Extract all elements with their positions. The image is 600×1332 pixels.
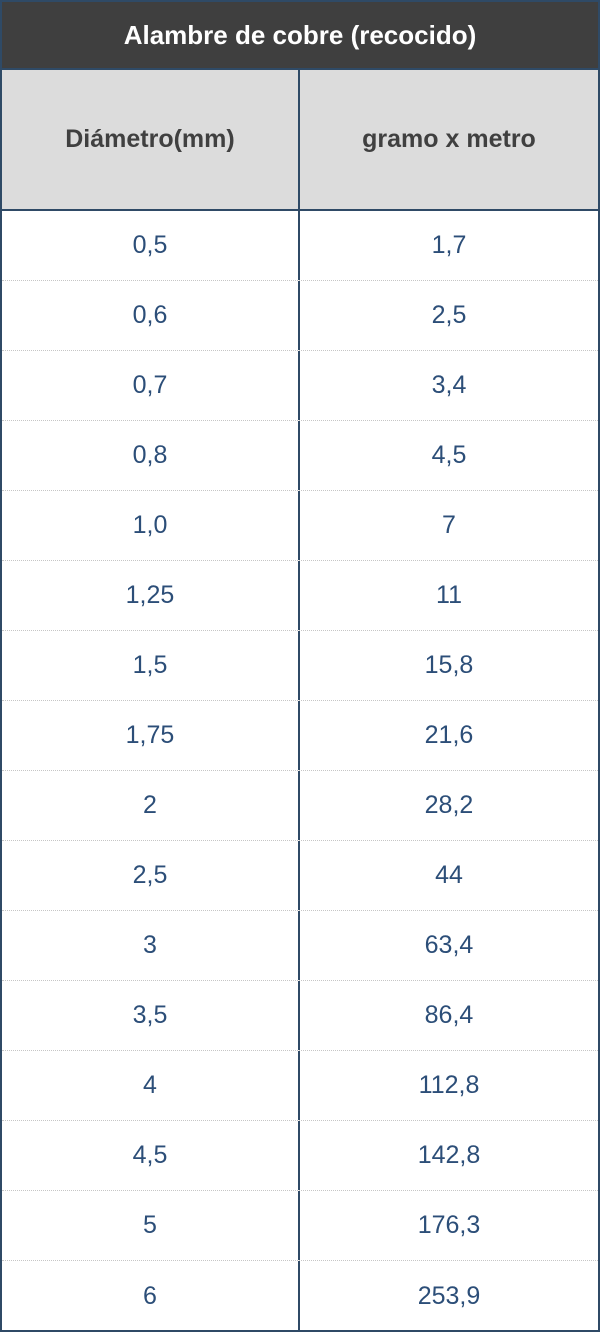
cell-grams-per-meter: 142,8 (417, 1141, 481, 1169)
cell-grams-per-meter: 253,9 (417, 1281, 481, 1310)
table-row: 3,5 86,4 (2, 981, 598, 1051)
cell-diameter: 2,5 (2, 841, 300, 910)
table-header-row: Diámetro(mm) gramo x metro (2, 70, 598, 211)
cell-diameter: 0,8 (2, 421, 300, 490)
cell-diameter: 0,6 (2, 281, 300, 350)
table-row: 0,6 2,5 (2, 281, 598, 351)
table-body: 0,5 1,7 0,6 2,5 0,7 3,4 0,8 4,5 1,0 7 1,25 11 1,5 15,… (2, 211, 598, 1331)
table-row: 1,25 11 (2, 561, 598, 631)
cell-grams-per-meter: 176,3 (417, 1211, 481, 1239)
cell-diameter: 3 (2, 911, 300, 980)
cell-grams-per-meter: 15,8 (424, 651, 474, 679)
table-row: 5 176,3 (2, 1191, 598, 1261)
cell-grams-per-meter: 11 (436, 581, 462, 609)
cell-diameter: 1,25 (2, 561, 300, 630)
cell-grams-per-meter: 3,4 (431, 371, 467, 399)
cell-grams-per-meter: 44 (435, 861, 463, 889)
cell-grams-per-meter: 1,7 (431, 231, 467, 259)
table-row: 4,5 142,8 (2, 1121, 598, 1191)
table-row: 1,0 7 (2, 491, 598, 561)
cell-grams-per-meter: 4,5 (431, 441, 467, 469)
cell-diameter: 3,5 (2, 981, 300, 1050)
table-row: 1,5 15,8 (2, 631, 598, 701)
table-row: 6 253,9 (2, 1261, 598, 1331)
cell-grams-per-meter: 7 (442, 511, 456, 539)
table-row: 3 63,4 (2, 911, 598, 981)
table-title: Alambre de cobre (recocido) (2, 2, 598, 70)
cell-grams-per-meter: 63,4 (424, 931, 474, 959)
cell-diameter: 2 (2, 771, 300, 840)
cell-grams-per-meter: 86,4 (424, 1001, 474, 1029)
cell-diameter: 1,5 (2, 631, 300, 700)
cell-diameter: 4,5 (2, 1121, 300, 1190)
table-row: 2,5 44 (2, 841, 598, 911)
cell-diameter: 1,0 (2, 491, 300, 560)
table-row: 1,75 21,6 (2, 701, 598, 771)
table-row: 4 112,8 (2, 1051, 598, 1121)
cell-diameter: 6 (2, 1261, 300, 1331)
cell-diameter: 1,75 (2, 701, 300, 770)
table-row: 0,8 4,5 (2, 421, 598, 491)
table-row: 0,7 3,4 (2, 351, 598, 421)
cell-diameter: 0,5 (2, 211, 300, 280)
cell-grams-per-meter: 21,6 (424, 721, 474, 749)
header-grams-per-meter: gramo x metro (362, 125, 536, 153)
table-row: 0,5 1,7 (2, 211, 598, 281)
cell-diameter: 0,7 (2, 351, 300, 420)
cell-diameter: 4 (2, 1051, 300, 1120)
header-diameter: Diámetro(mm) (2, 70, 300, 209)
cell-diameter: 5 (2, 1191, 300, 1260)
cell-grams-per-meter: 28,2 (424, 791, 474, 819)
table-row: 2 28,2 (2, 771, 598, 841)
cell-grams-per-meter: 2,5 (431, 301, 467, 329)
cell-grams-per-meter: 112,8 (418, 1071, 480, 1099)
